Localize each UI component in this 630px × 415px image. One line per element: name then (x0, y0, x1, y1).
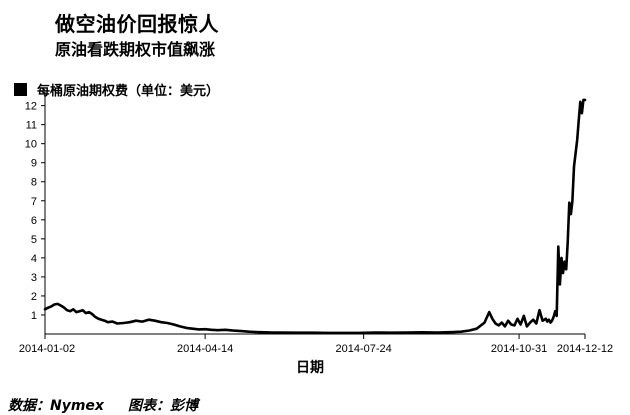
x-tick-label: 2014-01-02 (19, 343, 75, 355)
x-tick-label: 2014-10-31 (491, 343, 547, 355)
y-tick-label: 4 (31, 253, 37, 265)
x-tick-label: 2014-07-24 (336, 343, 392, 355)
x-axis: 2014-01-02 2014-04-14 2014-07-24 2014-10-31… (19, 333, 613, 355)
y-tick-label: 6 (31, 215, 37, 227)
y-tick-label: 3 (31, 272, 37, 284)
legend-label: 每桶原油期权费（单位：美元） (37, 84, 220, 99)
y-tick-label: 1 (31, 310, 37, 322)
legend: 每桶原油期权费（单位：美元） (14, 80, 219, 99)
series-line (43, 98, 587, 335)
legend-swatch-icon (14, 83, 27, 96)
chart-title: 做空油价回报惊人 (55, 12, 219, 36)
y-tick-label: 11 (26, 120, 37, 132)
y-tick-label: 5 (31, 234, 37, 246)
x-tick-label: 2014-04-14 (177, 343, 233, 355)
y-tick-label: 7 (31, 196, 37, 208)
y-tick-label: 8 (31, 177, 37, 189)
y-tick-label: 12 (25, 101, 37, 113)
y-tick-label: 10 (25, 139, 37, 151)
y-tick-label: 9 (31, 158, 37, 170)
x-axis-label: 日期 (296, 359, 324, 375)
chart-credit-label: 图表：彭博 (127, 398, 198, 414)
chart-subtitle: 原油看跌期权市值飙涨 (55, 40, 216, 59)
source-note: 数据：Nymex 图表：彭博 (8, 395, 198, 415)
x-tick-label: 2014-12-12 (557, 343, 613, 355)
data-source-label: 数据：Nymex (8, 398, 104, 414)
y-tick-label: 2 (31, 291, 37, 303)
